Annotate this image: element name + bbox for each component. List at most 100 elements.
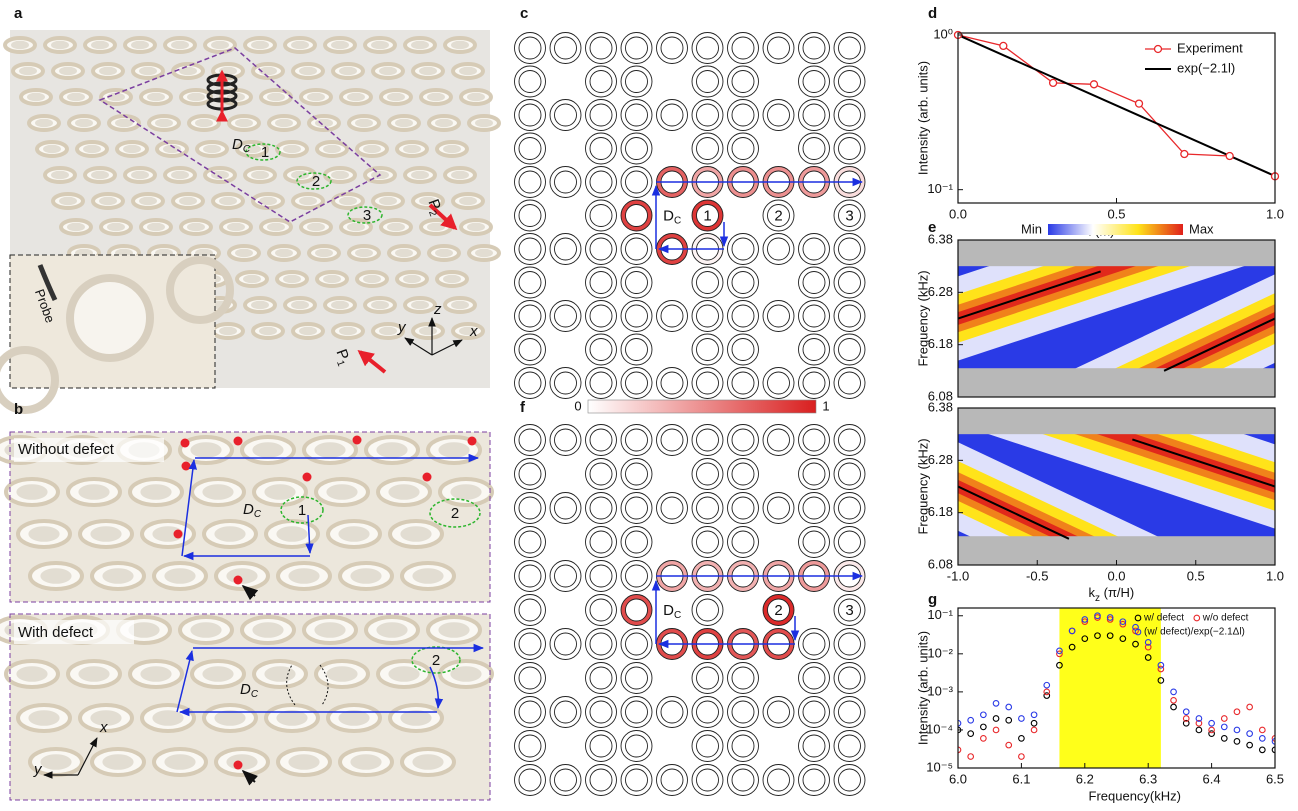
ring-inner <box>768 305 790 327</box>
ring-inner <box>519 769 541 791</box>
ring-inner <box>626 667 648 689</box>
point <box>981 736 987 742</box>
ring-inner <box>803 463 825 485</box>
ring-inner <box>626 104 648 126</box>
ring-texture-hole <box>288 568 319 584</box>
point <box>1260 736 1266 742</box>
ring-inner <box>555 238 577 260</box>
probe-point <box>234 761 243 770</box>
ring-inner <box>626 599 648 621</box>
ring-inner <box>839 735 861 757</box>
ring-inner <box>839 37 861 59</box>
label-sub: C <box>674 215 681 226</box>
ring-inner <box>519 497 541 519</box>
legend-label: w/o defect <box>1202 613 1249 624</box>
point <box>1247 742 1253 748</box>
probe-point <box>468 437 477 446</box>
ring-inner <box>590 565 612 587</box>
ring-texture-hole <box>338 526 369 542</box>
ring-inner <box>732 305 754 327</box>
ring-texture-hole <box>291 41 309 49</box>
point <box>1171 689 1177 695</box>
panel-label: b <box>14 401 23 418</box>
ring-inner <box>803 104 825 126</box>
point <box>1019 716 1025 722</box>
ring-inner <box>839 769 861 791</box>
ring-texture-hole <box>83 145 101 153</box>
point <box>1044 682 1050 688</box>
ring-inner <box>519 599 541 621</box>
ring-inner <box>519 238 541 260</box>
point <box>1234 727 1240 733</box>
ring-texture-hole <box>152 710 183 726</box>
point <box>1031 712 1037 718</box>
ring-inner <box>839 339 861 361</box>
ring-texture-hole <box>443 275 461 283</box>
ring-inner <box>803 497 825 519</box>
ring-texture-hole <box>190 442 221 458</box>
ring-inner <box>626 171 648 193</box>
legend-label: exp(−2.1l) <box>1177 60 1235 75</box>
ring-texture-hole <box>139 67 157 75</box>
ring-inner <box>803 735 825 757</box>
point <box>1031 720 1037 726</box>
ring-inner <box>839 429 861 451</box>
defect-sub: C <box>254 509 262 520</box>
ring-inner <box>555 429 577 451</box>
ring-texture-hole <box>438 622 469 638</box>
ring-texture-hole <box>427 93 445 101</box>
ring-inner <box>590 701 612 723</box>
y-tick-label: 10⁻¹ <box>927 181 953 196</box>
ring-texture-hole <box>243 275 261 283</box>
axis-label: x <box>469 323 478 340</box>
ring-inner <box>555 37 577 59</box>
probe-point <box>353 436 362 445</box>
ring-inner <box>732 71 754 93</box>
colorbar-label: Min <box>1021 221 1042 236</box>
ring-texture-hole <box>395 249 413 257</box>
ring-texture-hole <box>275 249 293 257</box>
ring-texture-hole <box>475 119 493 127</box>
ring-texture-hole <box>400 526 431 542</box>
ring-texture-hole <box>99 67 117 75</box>
defect-main: D <box>232 136 243 153</box>
ring-texture-hole <box>91 171 109 179</box>
ring-texture-hole <box>259 327 277 335</box>
ring-inner <box>590 497 612 519</box>
ring-inner <box>768 497 790 519</box>
ring-texture-hole <box>388 484 419 500</box>
ring-texture-hole <box>451 301 469 309</box>
point <box>1221 724 1227 730</box>
ring-inner <box>697 429 719 451</box>
point <box>1260 727 1266 733</box>
ring-texture-hole <box>388 666 419 682</box>
ring-texture-hole <box>235 249 253 257</box>
point <box>1171 704 1177 710</box>
ring-texture-hole <box>264 484 295 500</box>
defect-sub: C <box>251 689 259 700</box>
bulk-band <box>958 240 1275 266</box>
ring-texture-hole <box>139 197 157 205</box>
ring-inner <box>803 339 825 361</box>
ring-inner <box>768 372 790 394</box>
ring-inner <box>697 769 719 791</box>
ring-inner <box>626 238 648 260</box>
ring-inner <box>519 565 541 587</box>
ring-inner <box>626 429 648 451</box>
colorbar-label: Max <box>1189 221 1214 236</box>
ring-texture-hole <box>190 622 221 638</box>
ring-inner <box>839 701 861 723</box>
ring-texture-hole <box>75 119 93 127</box>
ring-inner <box>626 339 648 361</box>
point <box>1019 736 1025 742</box>
ring-inner <box>803 429 825 451</box>
ring-inner <box>839 104 861 126</box>
site-label: 2 <box>451 505 459 522</box>
ring-texture-hole <box>219 197 237 205</box>
ring-texture-hole <box>411 301 429 309</box>
ring-inner <box>519 272 541 294</box>
x-tick-label: 1.0 <box>1266 568 1284 583</box>
ring-texture-hole <box>275 119 293 127</box>
ring-inner <box>732 463 754 485</box>
ring-inner <box>697 138 719 160</box>
